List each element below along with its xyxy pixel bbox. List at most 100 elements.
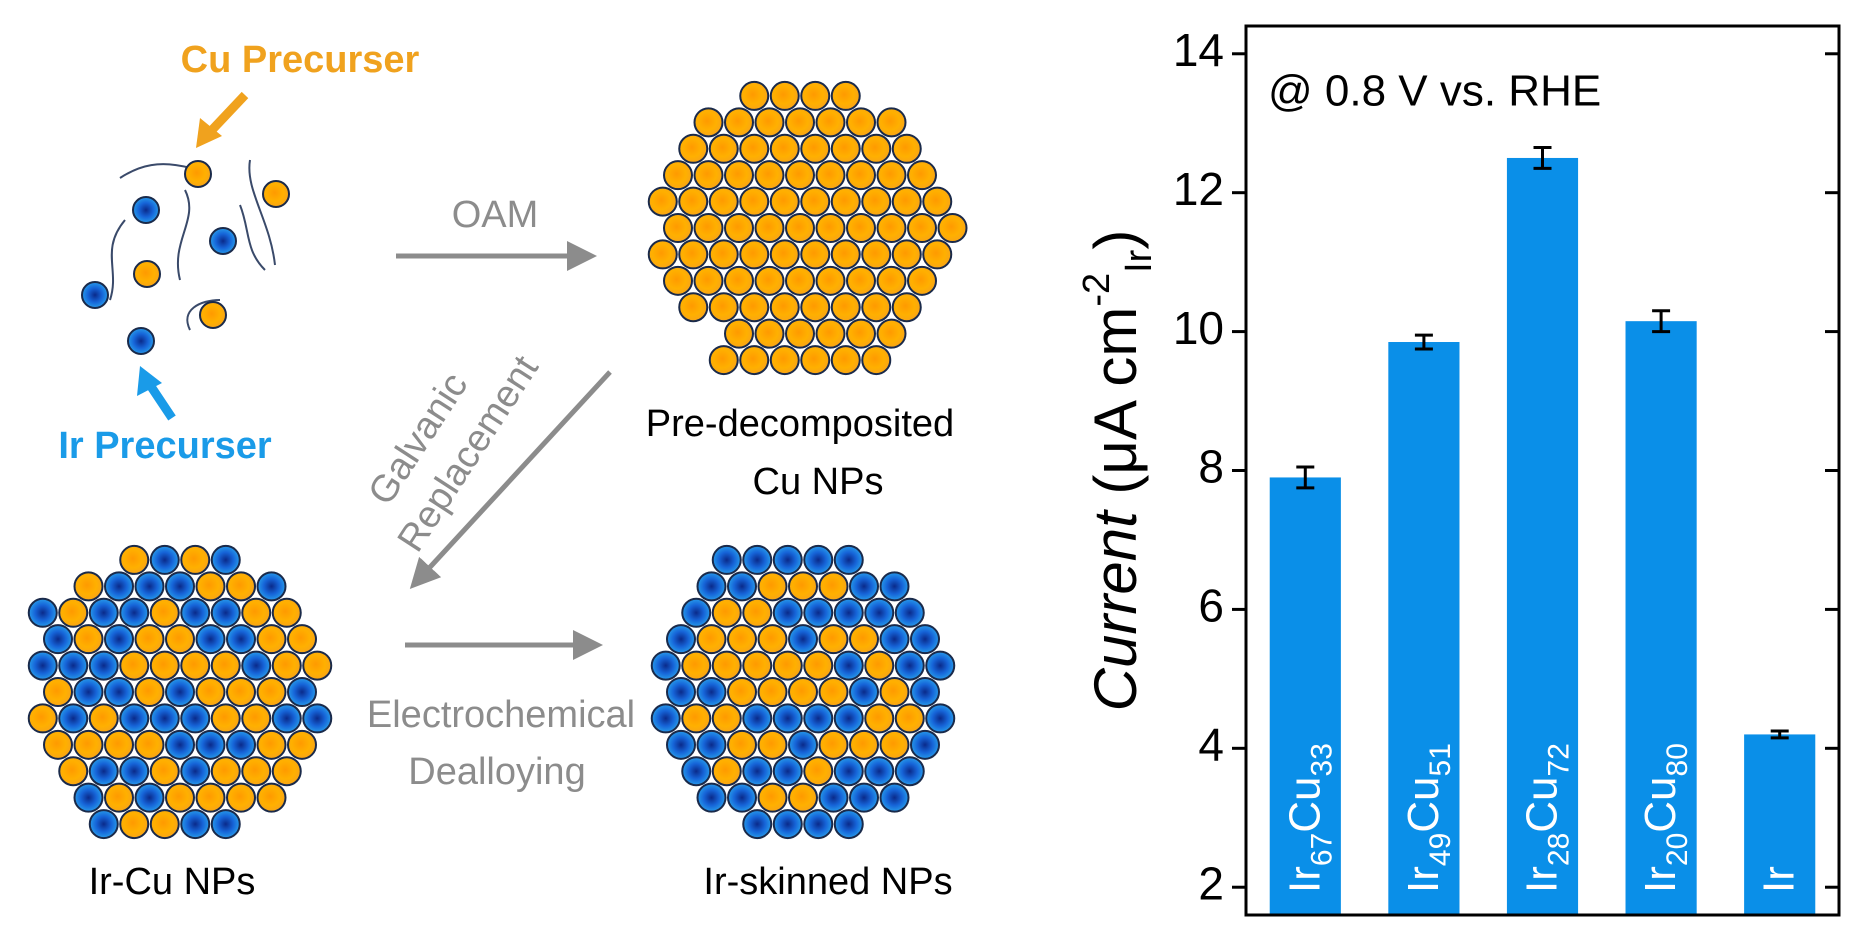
ir-particle [58,650,89,681]
cu-particle [891,133,922,164]
bar-label: Ir [1754,866,1803,893]
predecomposited-label: Pre-decomposited [646,403,954,445]
ir-particle [210,597,241,628]
cu-particle [727,624,757,655]
ir-particle [910,729,940,760]
y-tick-label: 12 [1173,163,1224,215]
cu-nps-label: Cu NPs [753,461,884,503]
cu-particle [830,133,861,164]
ir-particle [210,544,241,575]
cu-particle [785,107,815,138]
cu-particle [879,729,910,760]
y-tick-label: 8 [1198,441,1224,493]
cu-particle [27,703,58,734]
cu-particle [241,597,272,628]
galvanic-arrow [409,370,612,590]
cu-particle [727,729,757,760]
cu-particle [907,213,937,243]
cu-particle [879,677,910,707]
cu-particle [149,809,180,840]
ir-particle [742,544,773,575]
ir-particle [833,597,864,628]
ir-particle [925,650,956,681]
ir-particle [925,703,956,734]
cu-particle [711,597,742,628]
cu-particle [830,345,861,376]
bar-label: Ir28Cu72 [1517,743,1576,893]
ir-particle [58,703,89,734]
cu-particle [693,213,724,243]
cu-particle [210,650,241,681]
cu-particle [693,160,724,191]
cu-particle [302,650,333,681]
ir-particle [256,571,287,602]
cu-particle [894,703,925,734]
cu-particle [937,213,968,243]
ir-particle [195,624,226,655]
ir-particle [165,729,195,760]
cu-particle [262,180,290,208]
cu-particle [73,729,104,760]
error-bar [1770,729,1789,740]
ir-particle [666,677,696,707]
ir-particle [287,677,317,707]
error-bar [1296,465,1315,490]
ir-particle [864,756,895,787]
cu-particle [785,265,815,296]
cu-particle [754,213,785,243]
cu-particle [149,597,180,628]
ir-particle [742,809,773,840]
cu-particle [800,133,831,164]
bar [1744,734,1816,915]
schematic: Cu Precurser Ir Precurser OAM Galvanic R… [27,39,968,903]
ir-particle [134,782,165,813]
cu-particle [800,80,831,111]
y-tick-label: 4 [1198,718,1224,770]
ir-particle [88,756,119,787]
ir-particle [772,597,803,628]
ir-particle [195,729,226,760]
cu-particle [149,756,180,787]
ir-particle [226,624,256,655]
cu-particle [165,624,195,655]
ir-particle [134,571,165,602]
ir-particle [88,650,119,681]
ir-particle [104,571,134,602]
ir-particle [104,624,134,655]
ir-particle [772,809,803,840]
ir-particle [833,756,864,787]
cu-particle [772,650,803,681]
cu-particle [226,677,256,707]
ir-particle [803,544,834,575]
ir-particle [864,597,895,628]
ir-particle [696,729,727,760]
ir-particle [833,703,864,734]
cu-particle [104,729,134,760]
cu-particle [818,571,849,602]
cu-particle [256,624,287,655]
error-bar [1414,333,1433,351]
cu-particle [681,650,712,681]
cu-particle [739,133,770,164]
cu-particle [711,650,742,681]
cu-particle [800,292,831,323]
cu-particle [708,133,739,164]
cu-particle [43,729,73,760]
cu-particle [693,265,724,296]
ir-particle [818,782,849,813]
cu-particle [815,107,846,138]
cu-particle [696,624,727,655]
error-bar [1533,146,1552,170]
cu-particle [876,318,907,349]
cu-particle [815,265,846,296]
cu-particle [757,624,788,655]
y-axis-label: Current (μA cm-2Ir) [1076,230,1160,712]
cu-particle [678,292,709,323]
bar [1506,157,1579,915]
ir-particle [149,703,180,734]
cu-particle [815,318,846,349]
ir-particle [241,650,272,681]
cu-particle [724,160,754,191]
cu-particle [800,345,831,376]
